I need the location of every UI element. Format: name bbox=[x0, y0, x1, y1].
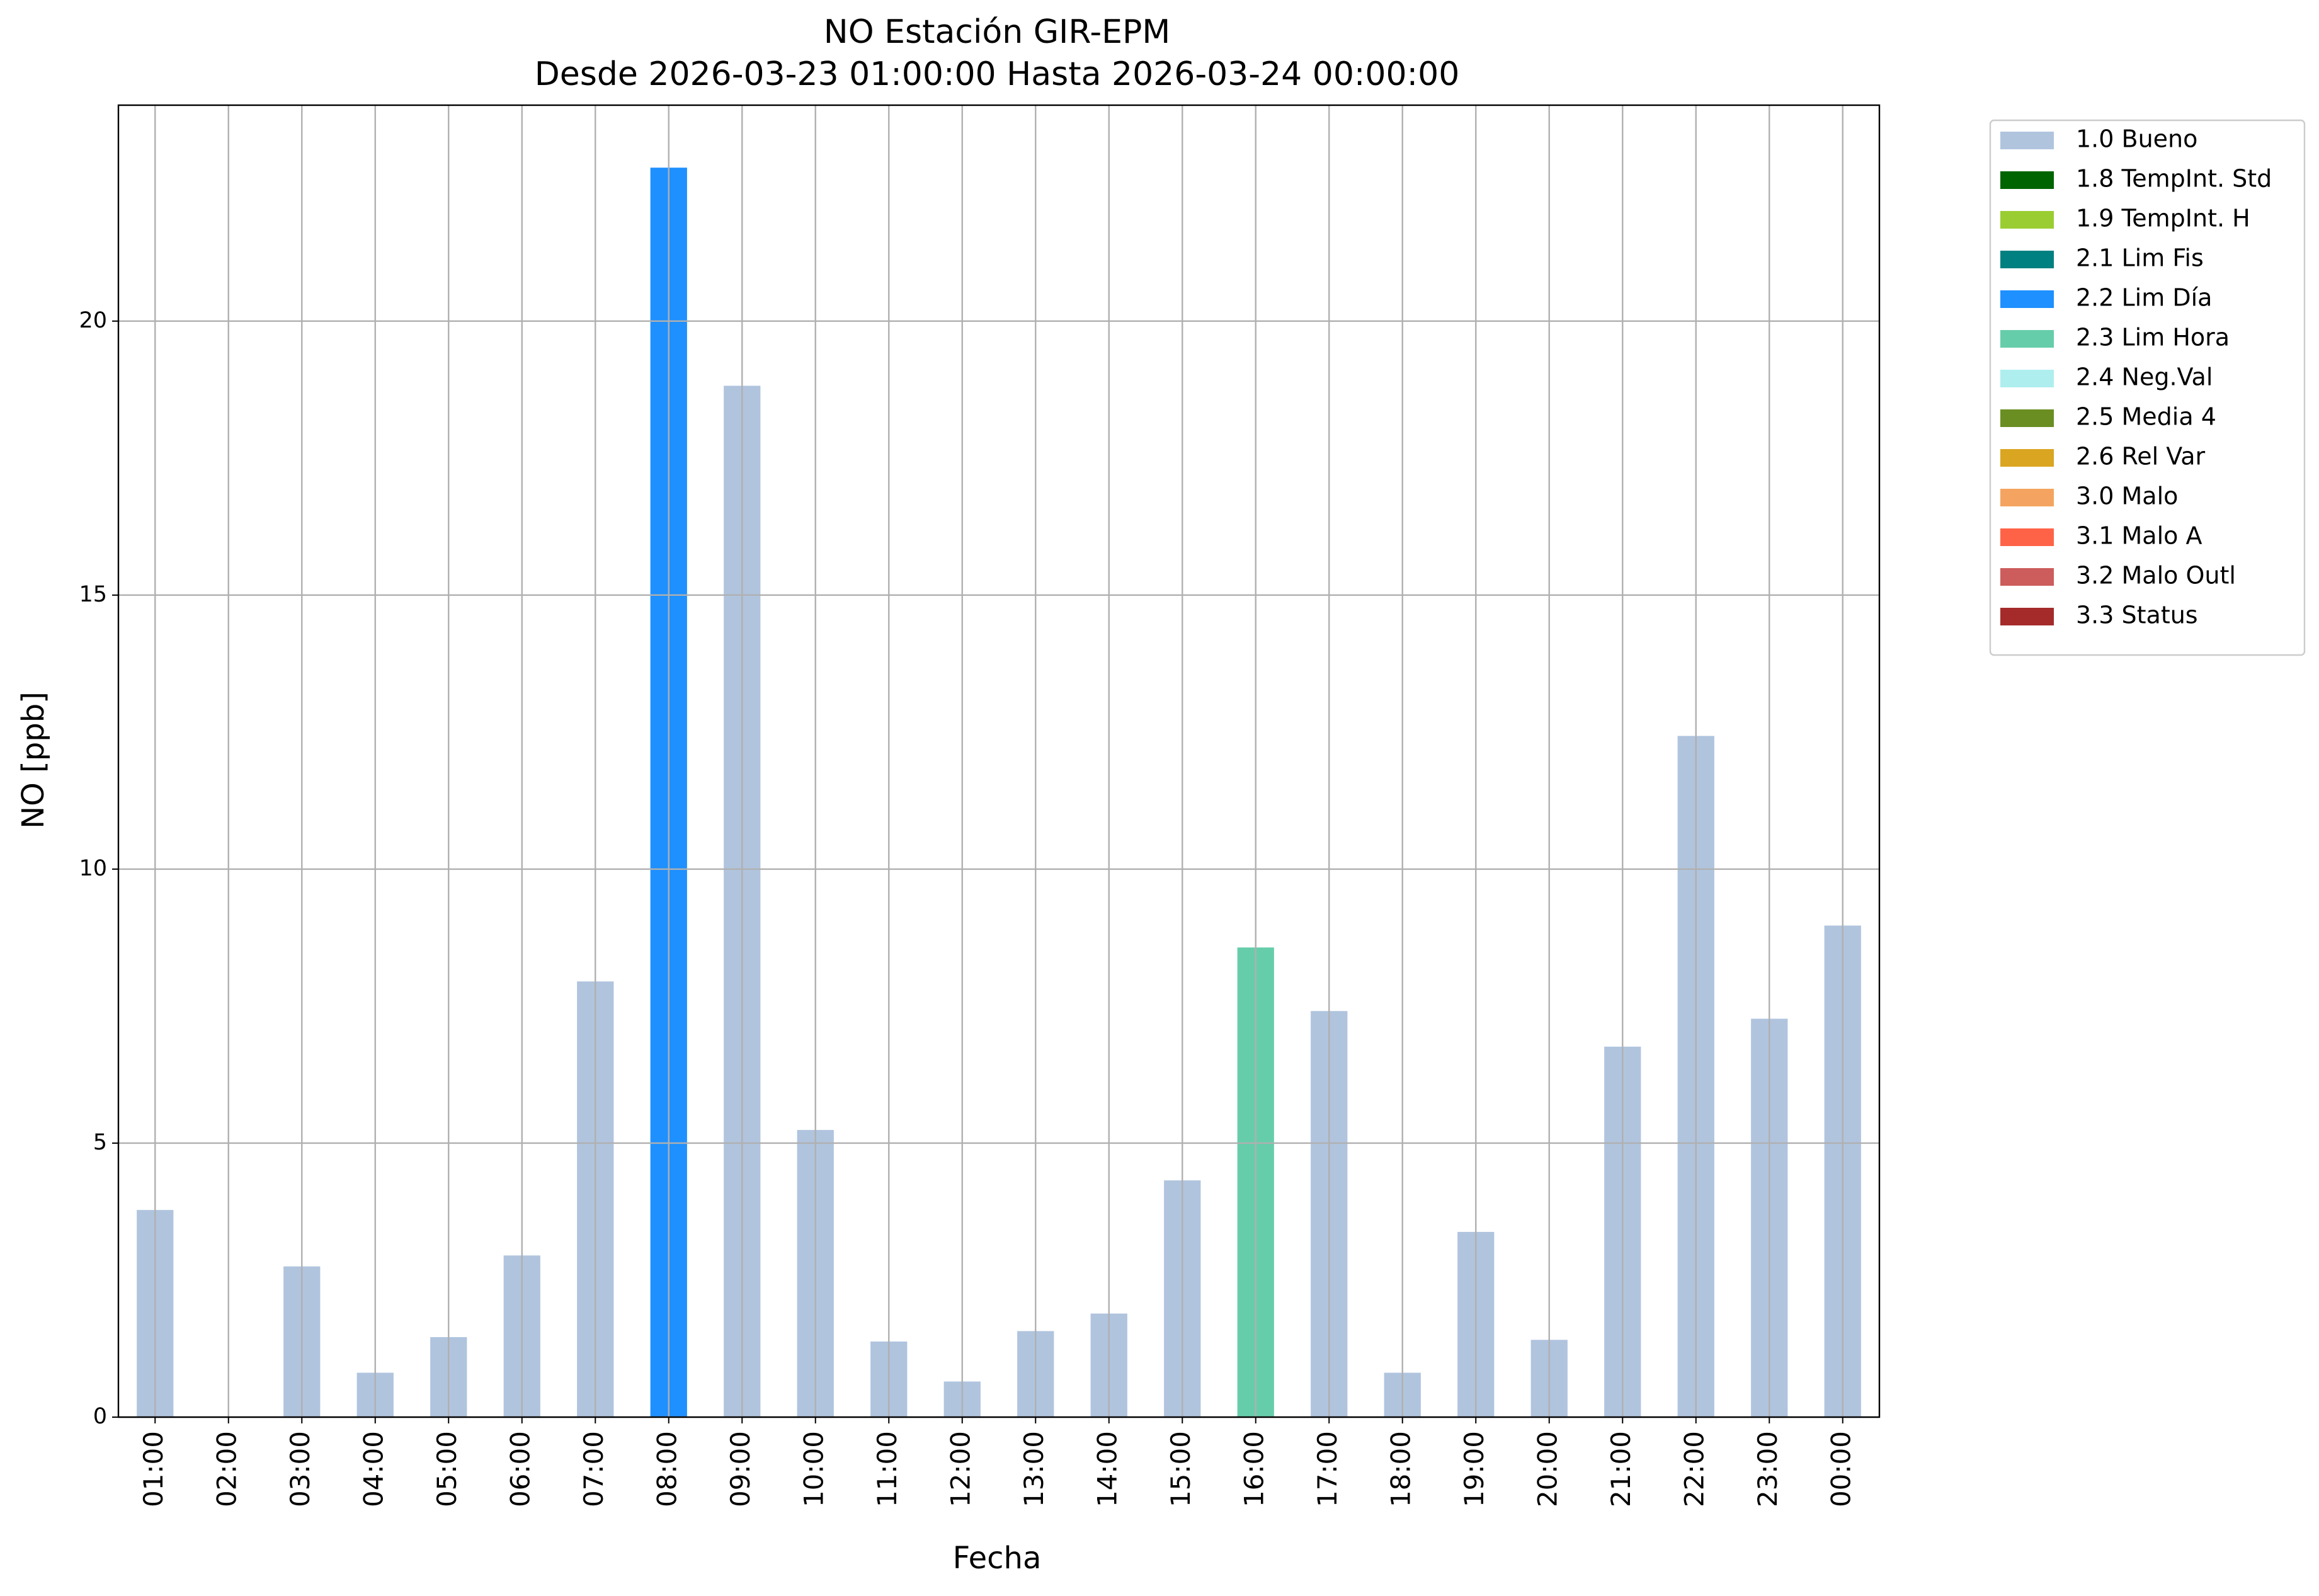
x-tick-label: 15:00 bbox=[1165, 1431, 1196, 1507]
y-tick-label: 0 bbox=[93, 1404, 107, 1429]
y-tick-label: 20 bbox=[79, 308, 107, 333]
legend-swatch bbox=[2000, 608, 2054, 625]
legend-swatch bbox=[2000, 132, 2054, 149]
legend-swatch bbox=[2000, 330, 2054, 348]
legend-label: 3.2 Malo Outl bbox=[2076, 562, 2236, 590]
x-tick-label: 22:00 bbox=[1678, 1431, 1709, 1507]
x-tick-label: 18:00 bbox=[1385, 1431, 1416, 1507]
x-tick-label: 09:00 bbox=[725, 1431, 756, 1507]
x-tick-label: 10:00 bbox=[798, 1431, 829, 1507]
legend-label: 1.8 TempInt. Std bbox=[2076, 165, 2272, 193]
legend-label: 2.2 Lim Día bbox=[2076, 284, 2212, 312]
y-tick-label: 10 bbox=[79, 856, 107, 881]
plot-frame bbox=[117, 104, 1881, 1418]
x-tick-label: 16:00 bbox=[1238, 1431, 1269, 1507]
x-tick-label: 06:00 bbox=[504, 1431, 535, 1507]
chart-title: NO Estación GIR-EPM bbox=[824, 13, 1170, 51]
legend-swatch bbox=[2000, 251, 2054, 268]
legend-swatch bbox=[2000, 489, 2054, 506]
x-tick-label: 13:00 bbox=[1018, 1431, 1049, 1507]
legend-label: 2.5 Media 4 bbox=[2076, 403, 2216, 431]
legend-label: 2.3 Lim Hora bbox=[2076, 324, 2230, 351]
legend-label: 3.0 Malo bbox=[2076, 482, 2178, 510]
x-tick-label: 19:00 bbox=[1459, 1431, 1490, 1507]
x-tick-label: 00:00 bbox=[1825, 1431, 1856, 1507]
legend-swatch bbox=[2000, 211, 2054, 229]
legend-swatch bbox=[2000, 370, 2054, 387]
x-tick-label: 11:00 bbox=[872, 1431, 903, 1507]
x-tick-label: 17:00 bbox=[1312, 1431, 1343, 1507]
y-tick-label: 5 bbox=[93, 1130, 107, 1155]
legend-label: 1.9 TempInt. H bbox=[2076, 205, 2250, 232]
x-tick-label: 02:00 bbox=[211, 1431, 242, 1507]
legend-label: 1.0 Bueno bbox=[2076, 125, 2197, 153]
legend-label: 2.6 Rel Var bbox=[2076, 443, 2206, 470]
x-tick-label: 04:00 bbox=[358, 1431, 389, 1507]
legend-label: 3.1 Malo A bbox=[2076, 522, 2202, 550]
legend-swatch bbox=[2000, 449, 2054, 467]
legend-box bbox=[1989, 119, 2306, 656]
legend-swatch bbox=[2000, 528, 2054, 546]
x-axis-label: Fecha bbox=[953, 1541, 1042, 1576]
x-tick-label: 20:00 bbox=[1532, 1431, 1563, 1507]
y-tick-label: 15 bbox=[79, 582, 107, 607]
legend-swatch bbox=[2000, 290, 2054, 308]
legend-label: 2.1 Lim Fis bbox=[2076, 244, 2204, 272]
x-tick-label: 07:00 bbox=[578, 1431, 609, 1507]
x-tick-label: 12:00 bbox=[945, 1431, 976, 1507]
x-tick-label: 01:00 bbox=[138, 1431, 169, 1507]
legend-swatch bbox=[2000, 171, 2054, 189]
y-axis-label: NO [ppb] bbox=[16, 692, 51, 829]
legend-label: 2.4 Neg.Val bbox=[2076, 363, 2213, 391]
x-tick-label: 05:00 bbox=[431, 1431, 462, 1507]
legend-label: 3.3 Status bbox=[2076, 601, 2198, 629]
chart-subtitle: Desde 2026-03-23 01:00:00 Hasta 2026-03-… bbox=[535, 55, 1460, 93]
x-tick-label: 21:00 bbox=[1605, 1431, 1636, 1507]
x-tick-label: 03:00 bbox=[285, 1431, 316, 1507]
x-tick-label: 23:00 bbox=[1752, 1431, 1783, 1507]
x-tick-label: 08:00 bbox=[651, 1431, 682, 1507]
x-tick-label: 14:00 bbox=[1091, 1431, 1122, 1507]
legend-swatch bbox=[2000, 409, 2054, 427]
legend-swatch bbox=[2000, 568, 2054, 586]
